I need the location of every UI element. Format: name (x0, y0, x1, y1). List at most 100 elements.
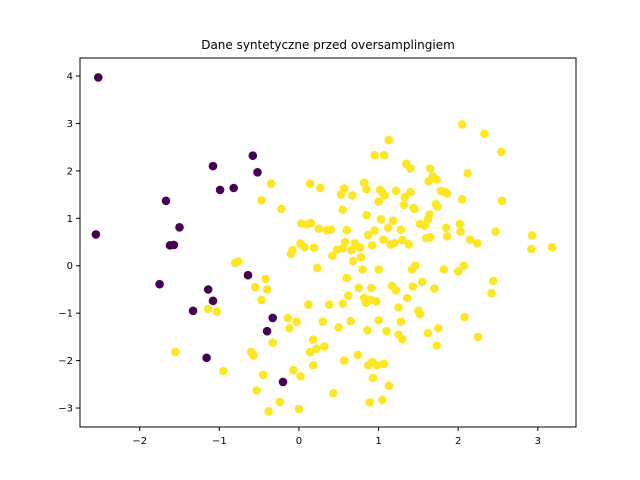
data-point-class-1 (399, 200, 409, 210)
data-point-class-1 (212, 307, 222, 317)
data-point-class-1 (370, 150, 379, 160)
data-point-class-1 (318, 317, 328, 327)
data-point-class-1 (356, 252, 366, 262)
data-point-class-1 (383, 223, 393, 233)
y-tick-label: −3 (58, 404, 73, 415)
data-point-class-1 (203, 304, 213, 314)
data-point-class-1 (275, 397, 285, 407)
data-point-class-1 (423, 328, 433, 338)
data-points (91, 73, 557, 416)
data-point-class-1 (348, 256, 358, 266)
data-point-class-1 (406, 164, 415, 173)
data-point-class-1 (171, 347, 180, 357)
data-point-class-1 (305, 179, 315, 188)
data-point-class-1 (441, 223, 451, 233)
data-point-class-1 (396, 317, 406, 327)
data-point-class-1 (453, 267, 463, 276)
data-point-class-1 (426, 233, 435, 242)
data-point-class-1 (266, 179, 276, 188)
data-point-class-1 (374, 197, 383, 206)
data-point-class-1 (378, 395, 387, 405)
data-point-class-1 (459, 261, 469, 271)
data-point-class-1 (465, 235, 475, 244)
data-point-class-1 (283, 313, 293, 323)
y-axis: −3 −2 −1 0 1 2 3 4 (58, 72, 80, 415)
data-point-class-0 (243, 270, 253, 280)
x-tick-label: 1 (375, 436, 381, 447)
data-point-class-1 (391, 186, 401, 196)
data-point-class-1 (277, 204, 286, 214)
data-point-class-1 (433, 202, 442, 211)
data-point-class-1 (390, 238, 399, 248)
data-point-class-1 (370, 226, 379, 235)
data-point-class-1 (379, 235, 388, 244)
data-point-class-0 (175, 223, 184, 232)
data-point-class-0 (248, 151, 258, 160)
data-point-class-1 (292, 317, 301, 327)
plot-area-frame (79, 57, 577, 428)
data-point-class-1 (363, 325, 372, 335)
data-point-class-0 (253, 168, 262, 177)
data-point-class-1 (442, 232, 452, 241)
data-point-class-1 (305, 347, 315, 357)
data-point-class-1 (342, 225, 352, 235)
data-point-class-1 (365, 398, 375, 407)
data-point-class-1 (344, 291, 353, 300)
data-point-class-1 (262, 285, 272, 294)
data-point-class-1 (404, 240, 414, 249)
x-tick-label: −2 (132, 436, 147, 447)
data-point-class-1 (402, 293, 412, 303)
data-point-class-1 (264, 407, 274, 416)
data-point-class-0 (91, 230, 101, 239)
data-point-class-1 (257, 295, 266, 305)
data-point-class-1 (496, 147, 506, 157)
data-point-class-1 (354, 283, 364, 293)
data-point-class-1 (480, 129, 489, 139)
data-point-class-1 (384, 135, 394, 145)
data-point-class-1 (426, 164, 435, 173)
data-point-class-1 (415, 309, 425, 319)
data-point-class-0 (268, 313, 278, 323)
data-point-class-1 (306, 218, 316, 228)
data-point-class-1 (463, 169, 473, 178)
data-point-class-1 (367, 241, 377, 250)
data-point-class-1 (340, 184, 349, 193)
data-point-class-1 (382, 326, 391, 336)
data-point-class-0 (278, 377, 288, 387)
data-point-class-0 (208, 161, 218, 171)
data-point-class-1 (362, 185, 371, 194)
data-point-class-1 (342, 273, 352, 283)
data-point-class-1 (340, 356, 349, 365)
data-point-class-1 (320, 342, 329, 351)
data-point-class-1 (367, 283, 376, 293)
data-point-class-0 (262, 326, 272, 336)
y-tick-label: 3 (67, 119, 73, 130)
data-point-class-1 (547, 242, 557, 252)
data-point-class-1 (362, 210, 371, 220)
data-point-class-1 (434, 324, 443, 333)
data-point-class-1 (340, 237, 350, 247)
data-point-class-1 (368, 373, 378, 383)
data-point-class-0 (229, 183, 238, 193)
data-point-class-1 (439, 265, 449, 274)
data-point-class-0 (202, 353, 211, 363)
data-point-class-1 (309, 335, 318, 345)
data-point-class-1 (374, 265, 383, 274)
data-point-class-1 (406, 187, 415, 197)
data-point-class-0 (215, 185, 225, 195)
data-point-class-1 (497, 196, 507, 206)
data-point-class-1 (371, 297, 381, 306)
data-point-class-1 (384, 381, 394, 391)
data-point-class-1 (379, 150, 389, 160)
data-point-class-1 (388, 216, 398, 225)
data-point-class-1 (324, 300, 334, 309)
x-tick-label: 0 (296, 436, 302, 447)
data-point-class-1 (358, 265, 367, 274)
data-point-class-1 (268, 338, 278, 347)
data-point-class-1 (410, 261, 420, 271)
data-point-class-1 (491, 227, 500, 236)
data-point-class-1 (432, 175, 442, 184)
data-point-class-1 (257, 196, 266, 205)
data-point-class-1 (346, 316, 356, 326)
